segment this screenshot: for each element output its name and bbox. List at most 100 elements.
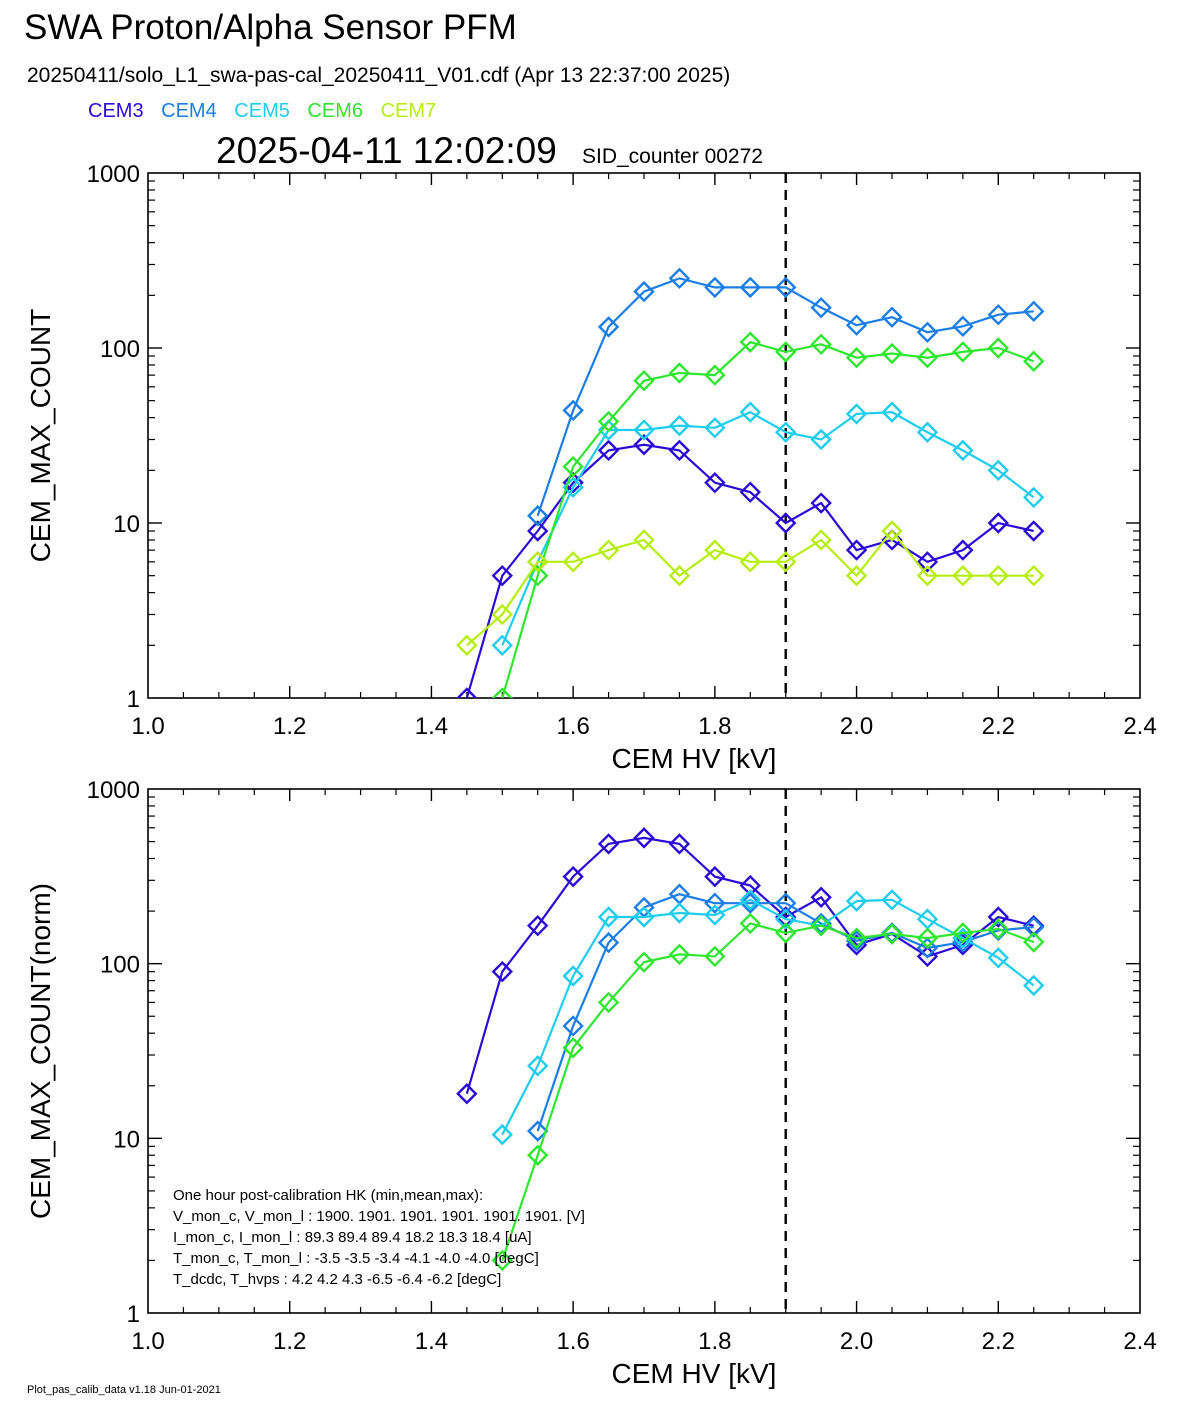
- data-point: [739, 551, 761, 573]
- data-point: [1023, 300, 1045, 323]
- data-point: [562, 1015, 584, 1037]
- data-point: [775, 421, 797, 443]
- data-point: [562, 965, 584, 987]
- data-point: [491, 960, 513, 983]
- data-point: [810, 914, 832, 937]
- series-cem7: [456, 520, 1045, 657]
- file-line: 20250411/solo_L1_swa-pas-cal_20250411_V0…: [27, 64, 731, 87]
- data-point: [704, 892, 726, 914]
- data-point: [1023, 916, 1045, 938]
- x-tick-label: 1.2: [273, 1328, 306, 1355]
- data-point: [952, 931, 974, 953]
- data-point: [916, 551, 939, 573]
- data-point: [527, 1120, 549, 1142]
- data-point: [952, 564, 974, 587]
- data-point: [845, 890, 868, 912]
- data-point: [704, 276, 726, 299]
- data-point: [987, 947, 1009, 969]
- data-point: [775, 922, 797, 944]
- data-point: [527, 520, 549, 542]
- data-point: [916, 321, 939, 343]
- data-point: [704, 865, 726, 888]
- x-tick-label: 1.4: [415, 1328, 448, 1355]
- data-point: [845, 564, 868, 587]
- data-point: [633, 827, 655, 849]
- series-group: [456, 267, 1045, 698]
- data-point: [739, 401, 761, 423]
- data-point: [881, 342, 903, 365]
- data-point: [668, 414, 691, 437]
- data-point: [562, 471, 584, 494]
- x-tick-label: 2.2: [982, 713, 1015, 740]
- data-point: [597, 316, 620, 338]
- data-point: [1023, 931, 1045, 953]
- data-point: [597, 906, 620, 928]
- series-line-cem7: [466, 529, 1034, 647]
- data-point: [704, 945, 726, 968]
- data-point: [952, 439, 974, 462]
- hk-line-4: T_dcdc, T_hvps : 4.2 4.2 4.3 -6.5 -6.4 -…: [173, 1271, 501, 1288]
- data-point: [775, 341, 797, 363]
- series-cem6: [491, 912, 1045, 1272]
- data-point: [527, 914, 549, 937]
- x-tick-label: 1.6: [556, 713, 589, 740]
- data-point: [775, 892, 797, 914]
- data-point: [845, 539, 868, 561]
- legend-cem4: CEM4: [161, 100, 217, 122]
- x-axis-label: CEM HV [kV]: [612, 1358, 777, 1389]
- series-line-cem3: [465, 443, 1034, 698]
- data-point: [775, 906, 797, 928]
- series-line-cem3: [465, 836, 1034, 1095]
- data-point: [633, 419, 655, 441]
- data-point: [491, 603, 513, 626]
- series-cem4: [527, 267, 1045, 527]
- data-point: [916, 421, 939, 443]
- data-point: [668, 439, 691, 462]
- data-point: [845, 403, 868, 425]
- data-point: [987, 918, 1009, 940]
- data-point: [562, 399, 584, 422]
- data-point: [704, 364, 726, 386]
- y-tick-label: 100: [100, 336, 140, 363]
- y-tick-label: 1: [127, 686, 140, 713]
- hk-line-1: V_mon_c, V_mon_l : 1900. 1901. 1901. 190…: [173, 1208, 585, 1225]
- series-line-cem5: [501, 898, 1035, 1136]
- data-point: [952, 922, 974, 944]
- data-point: [987, 459, 1009, 482]
- data-point: [987, 303, 1009, 326]
- legend-cem7: CEM7: [380, 100, 437, 122]
- data-point: [881, 401, 903, 423]
- data-point: [597, 991, 620, 1014]
- data-point: [810, 529, 832, 551]
- data-point: [527, 551, 549, 573]
- x-tick-label: 1.8: [698, 713, 731, 740]
- y-axis-label: CEM_MAX_COUNT(norm): [25, 883, 56, 1219]
- footer: Plot_pas_calib_data v1.18 Jun-01-2021: [27, 1384, 221, 1396]
- x-tick-label: 1.8: [698, 1328, 731, 1355]
- data-point: [952, 315, 974, 338]
- data-point: [952, 539, 974, 561]
- x-tick-label: 1.2: [273, 713, 306, 740]
- data-point: [668, 833, 691, 855]
- data-point: [987, 564, 1009, 587]
- data-point: [810, 886, 832, 908]
- series-cem5: [491, 401, 1045, 657]
- x-tick-label: 1.0: [131, 713, 164, 740]
- data-point: [845, 927, 868, 949]
- data-point: [881, 520, 903, 542]
- x-tick-label: 1.4: [415, 713, 448, 740]
- data-point: [739, 889, 761, 911]
- x-tick-label: 2.2: [982, 1328, 1015, 1355]
- data-point: [739, 481, 761, 503]
- data-point: [597, 539, 620, 561]
- timestamp: 2025-04-11 12:02:09: [216, 130, 557, 171]
- data-point: [987, 906, 1009, 928]
- data-point: [562, 1037, 584, 1059]
- data-point: [527, 505, 549, 527]
- data-point: [562, 865, 584, 888]
- page-title: SWA Proton/Alpha Sensor PFM: [24, 8, 517, 47]
- series-cem6: [491, 331, 1045, 698]
- data-point: [456, 1083, 478, 1105]
- data-point: [597, 833, 620, 855]
